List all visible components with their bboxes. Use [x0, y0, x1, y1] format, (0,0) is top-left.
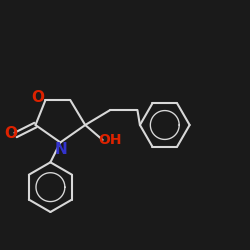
- Text: O: O: [32, 90, 44, 105]
- Text: N: N: [54, 142, 67, 157]
- Text: OH: OH: [98, 133, 122, 147]
- Text: O: O: [5, 126, 18, 141]
